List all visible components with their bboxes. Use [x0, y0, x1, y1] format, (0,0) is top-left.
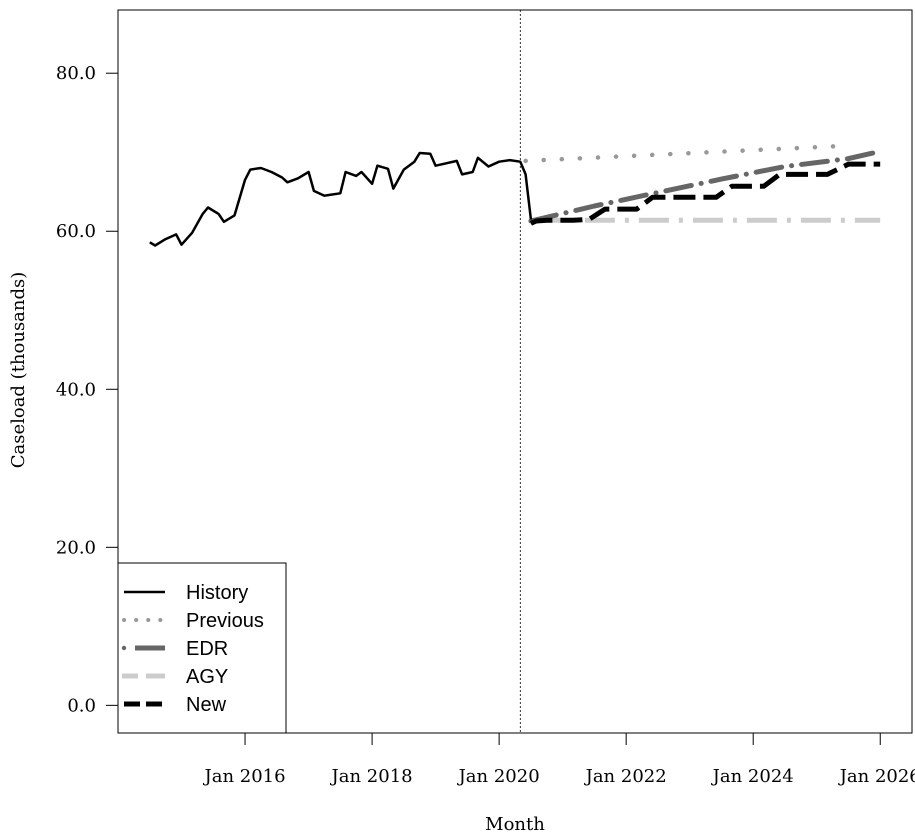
x-tick-label-2018-01: Jan 2018: [330, 766, 413, 787]
legend-swatch-edr: [121, 645, 165, 651]
y-tick-label-0: 0.0: [67, 695, 96, 716]
x-tick-label-2026-01: Jan 2026: [838, 766, 915, 787]
x-axis: Jan 2016 Jan 2018 Jan 2020 Jan 2022 Jan 2024…: [203, 732, 915, 787]
x-axis-title: Month: [485, 814, 545, 835]
series-line-new: [529, 161, 881, 226]
y-tick-label-60: 60.0: [56, 221, 96, 242]
y-axis: 0.0 20.0 40.0 60.0 80.0: [56, 63, 119, 716]
y-axis-title: Caseload (thousands): [8, 272, 29, 469]
series-line-previous: [523, 143, 846, 164]
y-tick-label-20: 20.0: [56, 537, 96, 558]
series-line-edr: [528, 148, 883, 224]
legend-label-agy: AGY: [186, 666, 228, 688]
legend-label-previous: Previous: [186, 610, 264, 632]
x-tick-label-2020-01: Jan 2020: [457, 766, 540, 787]
y-tick-label-80: 80.0: [56, 63, 96, 84]
x-tick-label-2022-01: Jan 2022: [584, 766, 667, 787]
x-tick-label-2024-01: Jan 2024: [711, 766, 794, 787]
series-layer: [149, 143, 883, 247]
legend: History Previous EDR AGY New: [117, 562, 287, 734]
legend-label-history: History: [186, 582, 248, 604]
series-line-history: [149, 151, 533, 247]
y-tick-label-40: 40.0: [56, 379, 96, 400]
legend-label-new: New: [186, 694, 227, 716]
x-tick-label-2016-01: Jan 2016: [203, 766, 286, 787]
legend-label-edr: EDR: [186, 638, 228, 660]
